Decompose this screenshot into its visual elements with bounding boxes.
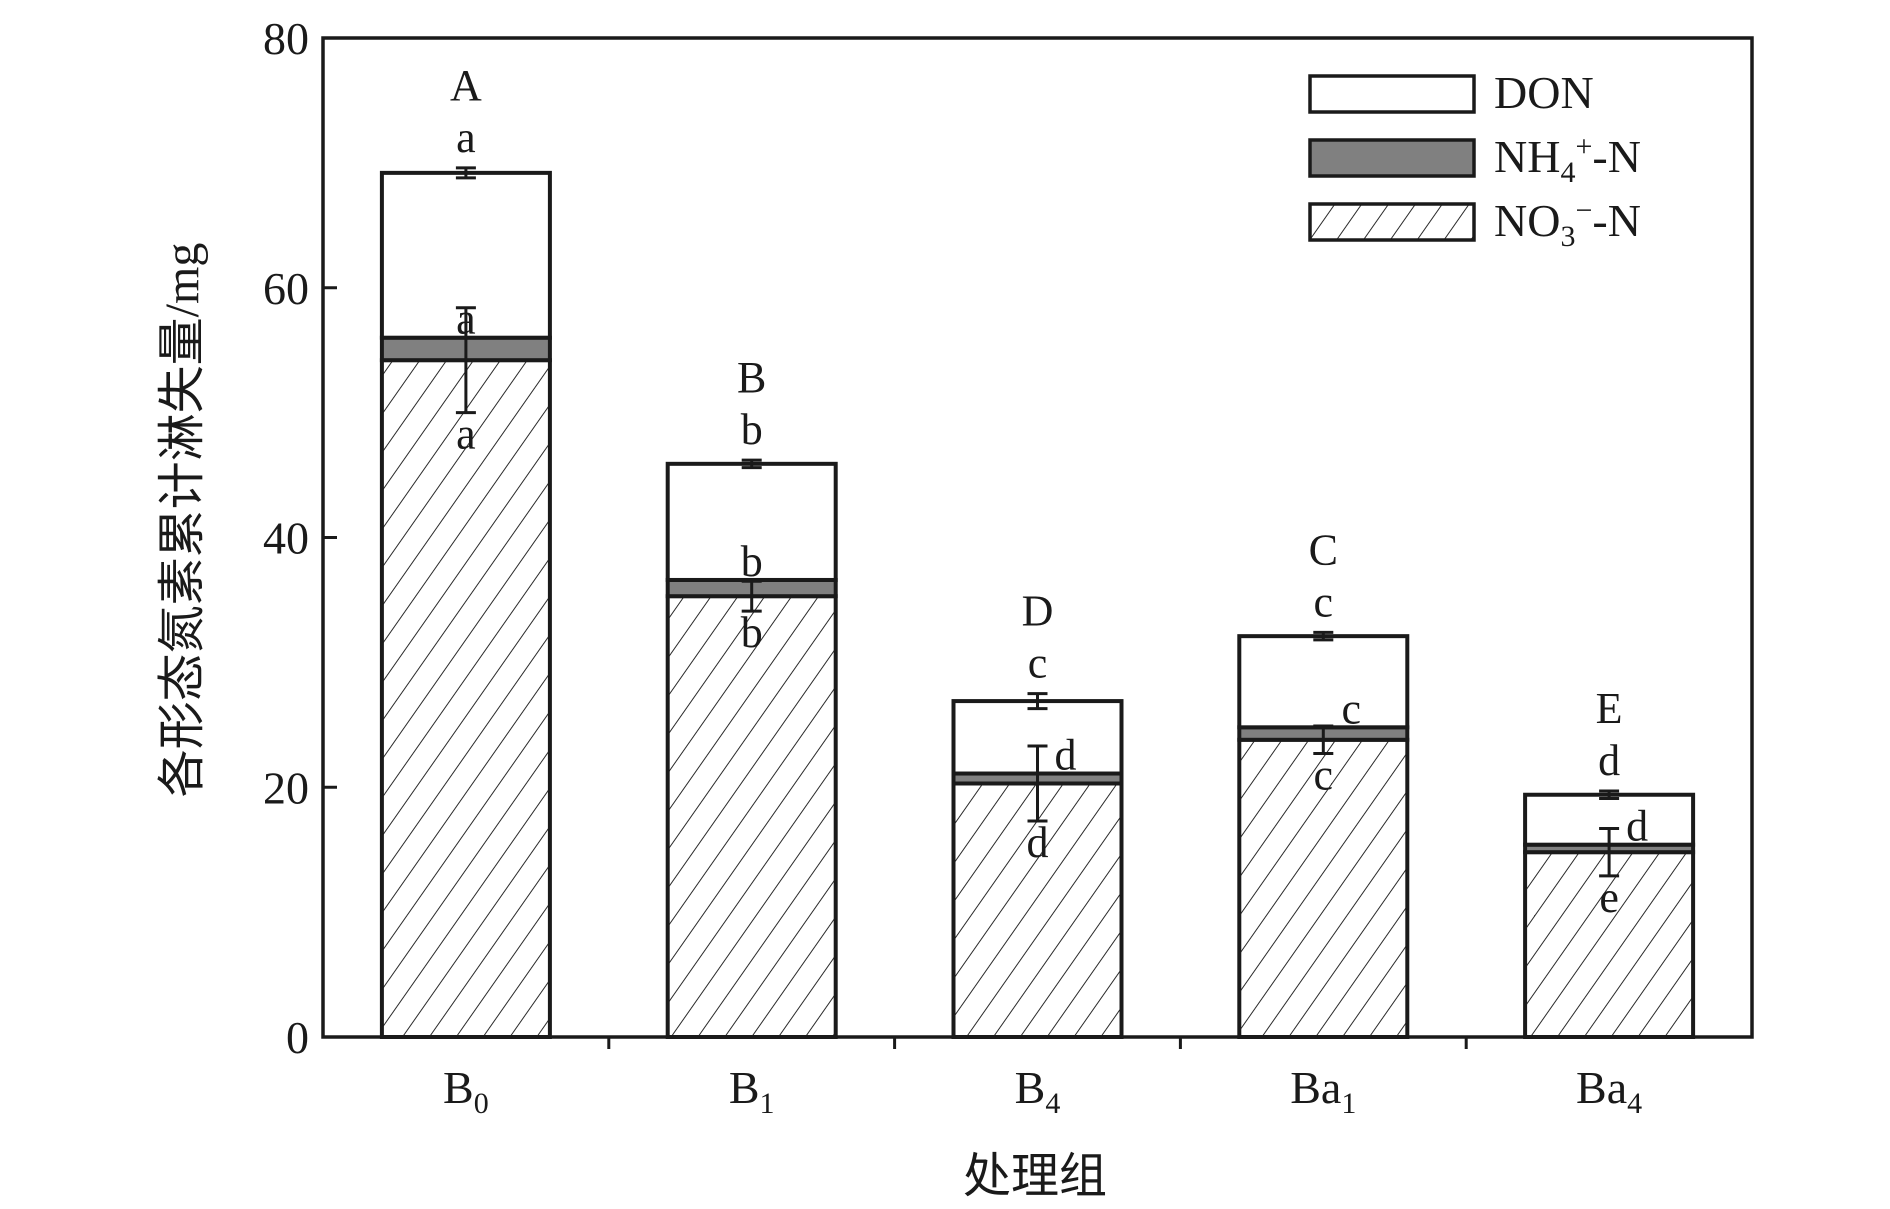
bar-segment-no3 [951, 781, 1124, 1039]
no3-letter: a [456, 410, 476, 459]
error-bar-no3 [455, 306, 476, 415]
x-tick-label: Ba1 [1290, 1062, 1356, 1120]
no3-letter: d [1027, 818, 1049, 867]
total-letter: D [1022, 587, 1054, 636]
nh4-letter: a [456, 295, 476, 344]
bar-segment-don [665, 461, 838, 582]
error-bar-no3 [1313, 724, 1334, 756]
no3-letter: c [1314, 751, 1334, 800]
y-tick-label: 40 [263, 513, 309, 564]
y-tick-label: 80 [263, 13, 309, 64]
error-bar-don [1313, 630, 1334, 642]
bar-segment-no3 [665, 594, 838, 1039]
legend-label: NH4+-N [1494, 130, 1641, 189]
y-tick-label: 20 [263, 762, 309, 813]
don-letter: c [1028, 639, 1048, 688]
y-tick-label: 0 [286, 1012, 309, 1063]
bar-segment-no3 [1523, 850, 1696, 1039]
don-letter: d [1598, 736, 1620, 785]
error-bar-no3 [1599, 826, 1620, 878]
total-letter: B [737, 353, 766, 402]
legend-item-don: DON [1308, 67, 1594, 118]
x-tick-label: B0 [443, 1062, 489, 1120]
legend-swatch [1308, 74, 1476, 114]
no3-letter: b [741, 608, 763, 657]
nh4-letter: d [1626, 802, 1648, 851]
error-bar-no3 [1027, 744, 1048, 823]
don-letter: c [1314, 577, 1334, 626]
bar-segment-no3 [379, 358, 552, 1039]
error-bar-don [741, 458, 762, 470]
error-bar-no3 [741, 579, 762, 613]
no3-letter: e [1599, 873, 1619, 922]
x-axis-title: 处理组 [963, 1150, 1107, 1203]
x-tick-label: B1 [729, 1062, 775, 1120]
error-bar-don [1599, 789, 1620, 800]
bar-group-b0: Aa a a [379, 61, 552, 1039]
legend-label: DON [1494, 67, 1594, 118]
error-bar-don [455, 166, 476, 180]
total-letter: A [450, 61, 482, 110]
x-tick-label: B4 [1015, 1062, 1061, 1120]
error-bar-don [1027, 692, 1048, 711]
axes-layer: B0 B1 B4 Ba1 Ba4 0 20 40 60 80 [263, 13, 1754, 1120]
legend-item-nh4: NH4+-N [1308, 130, 1641, 189]
legend-item-no3: NO3−-N [1308, 194, 1641, 253]
legend-swatch [1308, 202, 1476, 242]
legend-swatch [1308, 138, 1476, 178]
nh4-letter: c [1342, 684, 1362, 733]
legend-label: NO3−-N [1494, 194, 1641, 253]
bar-segment-no3 [1237, 737, 1410, 1039]
y-tick-label: 60 [263, 263, 309, 314]
total-letter: E [1596, 684, 1623, 733]
bar-segment-don [1237, 634, 1410, 730]
nh4-letter: b [741, 537, 763, 586]
total-letter: C [1309, 525, 1338, 574]
y-axis-title: 各形态氮素累计淋失量/mg [156, 243, 209, 798]
x-tick-label: Ba4 [1576, 1062, 1642, 1120]
don-letter: b [741, 405, 763, 454]
don-letter: a [456, 113, 476, 162]
nh4-letter: d [1055, 731, 1077, 780]
